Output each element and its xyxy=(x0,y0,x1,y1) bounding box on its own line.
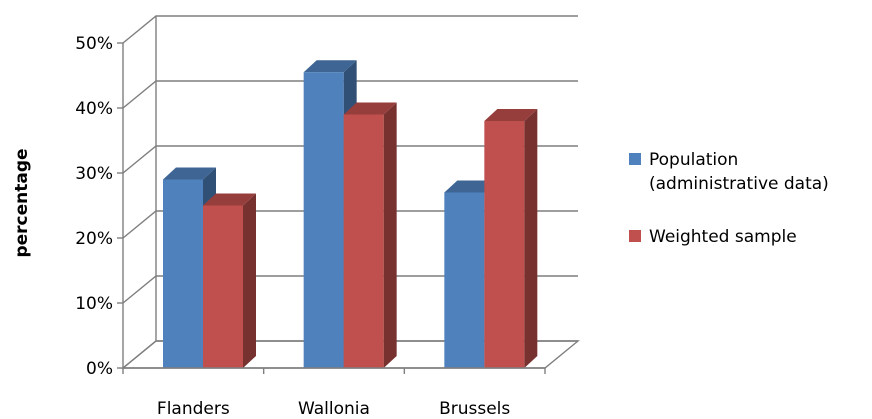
bar-front xyxy=(444,192,485,368)
legend: Population (administrative data) Weighted … xyxy=(629,150,829,247)
bar-top xyxy=(444,180,498,193)
y-tick-label: 50% xyxy=(75,34,113,54)
bar-side xyxy=(383,102,397,368)
bar-front xyxy=(343,114,384,368)
y-tick-label: 40% xyxy=(75,99,113,119)
bar-top xyxy=(303,60,357,73)
bar xyxy=(484,109,538,368)
bar-front xyxy=(163,179,203,368)
y-tick-label: 0% xyxy=(86,359,113,379)
y-tick-label: 10% xyxy=(75,294,113,314)
x-category-label: Flanders xyxy=(157,399,230,419)
y-tick-labels: 0% 10% 20% 30% 40% 50% xyxy=(75,34,113,379)
x-category-label: Wallonia xyxy=(298,399,370,419)
bar-top xyxy=(163,167,216,180)
bar-front xyxy=(203,205,243,368)
legend-swatch xyxy=(629,153,641,165)
bar-top xyxy=(343,102,397,115)
y-tick-label: 30% xyxy=(75,164,113,184)
bar-front xyxy=(303,72,344,368)
legend-label-line: Weighted sample xyxy=(649,227,797,247)
legend-label-line: (administrative data) xyxy=(649,174,829,194)
bar-top xyxy=(203,193,256,206)
axes xyxy=(117,16,546,374)
legend-label: Population (administrative data) xyxy=(649,150,829,194)
x-category-label: Brussels xyxy=(439,399,510,419)
y-axis-label: percentage xyxy=(12,148,32,257)
legend-swatch xyxy=(629,230,641,242)
legend-label: Weighted sample xyxy=(649,227,797,247)
bar-side xyxy=(524,109,538,368)
x-category-labels: Flanders Wallonia Brussels xyxy=(157,399,510,419)
bar-side xyxy=(243,193,256,368)
y-tick-label: 20% xyxy=(75,229,113,249)
bar-front xyxy=(484,121,525,368)
legend-label-line: Population xyxy=(649,150,738,170)
bars xyxy=(163,60,538,368)
bar-top xyxy=(484,109,538,121)
bar xyxy=(203,193,256,368)
bar xyxy=(343,102,397,368)
